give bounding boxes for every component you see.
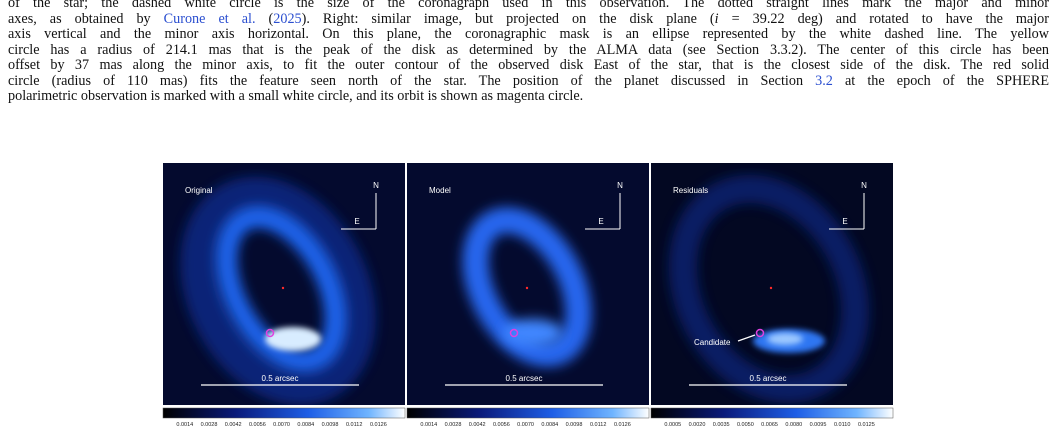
star-marker (525, 286, 529, 290)
colorbar-gradient (650, 407, 894, 419)
colorbar-tick-label: 0.0042 (469, 422, 486, 428)
candidate-label: Candidate (694, 338, 731, 347)
caption-line: axes, as obtained by Curone et al. (2025… (8, 10, 1049, 28)
colorbar-gradient (162, 407, 406, 419)
colorbar-gradient (406, 407, 650, 419)
image-panel: Residuals N E 0.5 arcsec Candidate (651, 163, 893, 405)
compass-n-label: N (617, 181, 623, 190)
panel-title: Original (185, 186, 213, 195)
colorbar: 0.0014 0.0028 0.0042 0.0056 0.0070 0.0084 0.00… (406, 407, 650, 428)
image-panel: Original N E 0.5 arcsec (163, 163, 405, 405)
caption-line: offset by 37 mas along the minor axis, t… (8, 57, 1049, 74)
candidate-arrow (737, 334, 756, 342)
citation-link[interactable]: 3.2 (815, 72, 833, 89)
colorbar-tick-label: 0.0056 (493, 422, 510, 428)
panel-title: Residuals (673, 186, 708, 195)
colorbar-tick-label: 0.0050 (737, 422, 754, 428)
colorbar-tick-label: 0.0014 (176, 422, 193, 428)
colorbar-tick-label: 0.0125 (858, 422, 875, 428)
colorbar-tick-label: 0.0098 (566, 422, 583, 428)
colorbar-tick-label: 0.0028 (445, 422, 462, 428)
colorbar-tick-label: 0.0080 (785, 422, 802, 428)
scale-bar-label: 0.5 arcsec (750, 374, 787, 383)
colorbar-tick-label: 0.0084 (297, 422, 314, 428)
disk-image (651, 163, 893, 405)
colorbar-tick-label: 0.0110 (834, 422, 850, 428)
colorbar-tick-label: 0.0084 (541, 422, 558, 428)
caption-text: axes, as obtained by (8, 10, 164, 27)
colorbar-tick-label: 0.0035 (713, 422, 730, 428)
planet-marker (509, 328, 519, 338)
caption-text: = 39.22 deg) and rotated to have the maj… (718, 10, 1049, 27)
compass-e-label: E (598, 217, 603, 226)
caption-line: polarimetric observation is marked with … (8, 88, 1049, 105)
colorbar-tick-label: 0.0126 (614, 422, 631, 428)
figure-caption: of the star; the dashed white circle is … (8, 0, 1049, 105)
colorbar-tick-label: 0.0056 (249, 422, 266, 428)
caption-line: circle (radius of 110 mas) fits the feat… (8, 72, 1049, 90)
noise (668, 174, 870, 404)
colorbar-tick-label: 0.0112 (346, 422, 362, 428)
colorbar: 0.0014 0.0028 0.0042 0.0056 0.0070 0.0084 0.00… (162, 407, 406, 428)
colorbar-tick-label: 0.0112 (590, 422, 606, 428)
citation-link[interactable]: 2025 (273, 10, 302, 27)
colorbar-tick-label: 0.0098 (322, 422, 339, 428)
caption-text: axis vertical and the minor axis horizon… (8, 26, 1049, 42)
compass-e-label: E (842, 217, 847, 226)
compass-n-label: N (373, 181, 379, 190)
ring (215, 205, 347, 373)
caption-text: offset by 37 mas along the minor axis, t… (8, 57, 1049, 73)
caption-text: ( (255, 10, 274, 27)
compass-n-label: N (861, 181, 867, 190)
halo (180, 176, 376, 405)
colorbar-tick-label: 0.0005 (664, 422, 681, 428)
panel-title: Model (429, 186, 451, 195)
colorbar-tick-label: 0.0065 (761, 422, 778, 428)
caption-line: of the star; the dashed white circle is … (8, 0, 1049, 12)
caption-text: of the star; the dashed white circle is … (8, 0, 1049, 11)
star-marker (769, 286, 773, 290)
disk-image (407, 163, 649, 405)
caption-text: ). Right: similar image, but projected o… (301, 10, 715, 27)
colorbar-tick-label: 0.0070 (273, 422, 290, 428)
citation-link[interactable]: Curone et al. (163, 10, 256, 27)
residual-core (767, 333, 803, 345)
caption-text: at the epoch of the SPHERE (832, 72, 1049, 89)
caption-line: axis vertical and the minor axis horizon… (8, 26, 1049, 43)
planet-marker (755, 328, 765, 338)
background (407, 163, 649, 405)
ring (462, 207, 592, 367)
colorbar-tick-label: 0.0014 (420, 422, 437, 428)
scale-bar-label: 0.5 arcsec (262, 374, 299, 383)
bright-arc (265, 327, 321, 351)
colorbar-tick-label: 0.0126 (370, 422, 387, 428)
caption-text: i (714, 10, 719, 27)
caption-text: circle has a radius of 214.1 mas that is… (8, 41, 1049, 58)
disk-image (163, 163, 405, 405)
caption-text: circle (radius of 110 mas) fits the feat… (8, 72, 816, 89)
colorbar-tick-label: 0.0042 (225, 422, 242, 428)
bright-arc (503, 319, 563, 347)
caption-line: circle has a radius of 214.1 mas that is… (8, 41, 1049, 59)
caption-text: polarimetric observation is marked with … (8, 88, 584, 104)
compass-e-label: E (354, 217, 359, 226)
star-marker (281, 286, 285, 290)
colorbar-tick-label: 0.0020 (689, 422, 706, 428)
colorbar: 0.0005 0.0020 0.0035 0.0050 0.0065 0.0080 0.00… (650, 407, 894, 428)
colorbar-tick-label: 0.0028 (201, 422, 218, 428)
colorbar-tick-label: 0.0070 (517, 422, 534, 428)
image-panel: Model N E 0.5 arcsec (407, 163, 649, 405)
planet-marker (265, 328, 275, 338)
colorbar-tick-label: 0.0095 (810, 422, 827, 428)
scale-bar-label: 0.5 arcsec (506, 374, 543, 383)
